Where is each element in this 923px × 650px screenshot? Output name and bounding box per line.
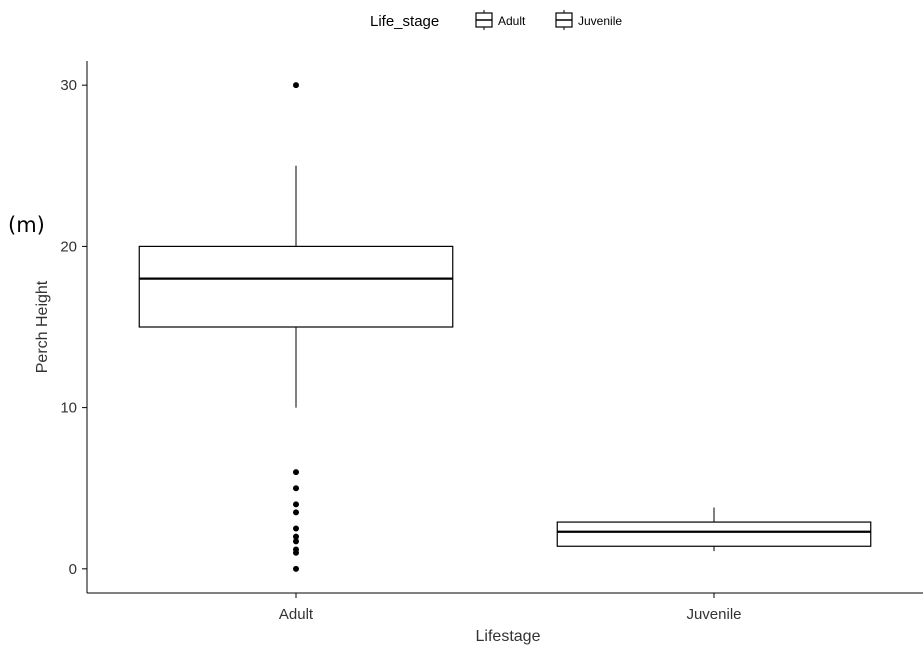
box-juvenile — [556, 507, 872, 552]
outlier-point — [293, 485, 299, 492]
x-axis-title: Lifestage — [476, 628, 541, 645]
legend: Life_stage Adult Juvenile — [370, 10, 622, 30]
outlier-point — [293, 509, 299, 516]
y-tick-label: 20 — [60, 238, 77, 255]
x-ticks: Adult Juvenile — [279, 593, 742, 623]
y-unit-label: (m) — [8, 213, 45, 237]
box-body — [138, 245, 454, 328]
y-ticks: 0 10 20 30 — [60, 77, 87, 578]
x-tick-label: Juvenile — [686, 606, 741, 623]
box-body — [556, 521, 872, 547]
x-tick-label: Adult — [279, 606, 314, 623]
y-tick-label: 30 — [60, 77, 77, 94]
y-tick-label: 0 — [69, 561, 77, 578]
legend-entry: Adult — [475, 10, 526, 30]
outlier-point — [293, 469, 299, 476]
legend-title: Life_stage — [370, 13, 439, 30]
y-axis-title: Perch Height — [34, 280, 51, 373]
y-tick-label: 10 — [60, 400, 77, 417]
outlier-point — [293, 565, 299, 572]
outlier-point — [293, 82, 299, 89]
legend-entry: Juvenile — [555, 10, 622, 30]
outlier-point — [293, 501, 299, 508]
boxes — [138, 82, 872, 572]
legend-label: Juvenile — [578, 14, 622, 28]
outlier-point — [293, 549, 299, 556]
outlier-point — [293, 533, 299, 540]
outlier-point — [293, 525, 299, 532]
legend-label: Adult — [498, 14, 526, 28]
outlier-point — [293, 538, 299, 545]
box-adult — [138, 82, 454, 572]
